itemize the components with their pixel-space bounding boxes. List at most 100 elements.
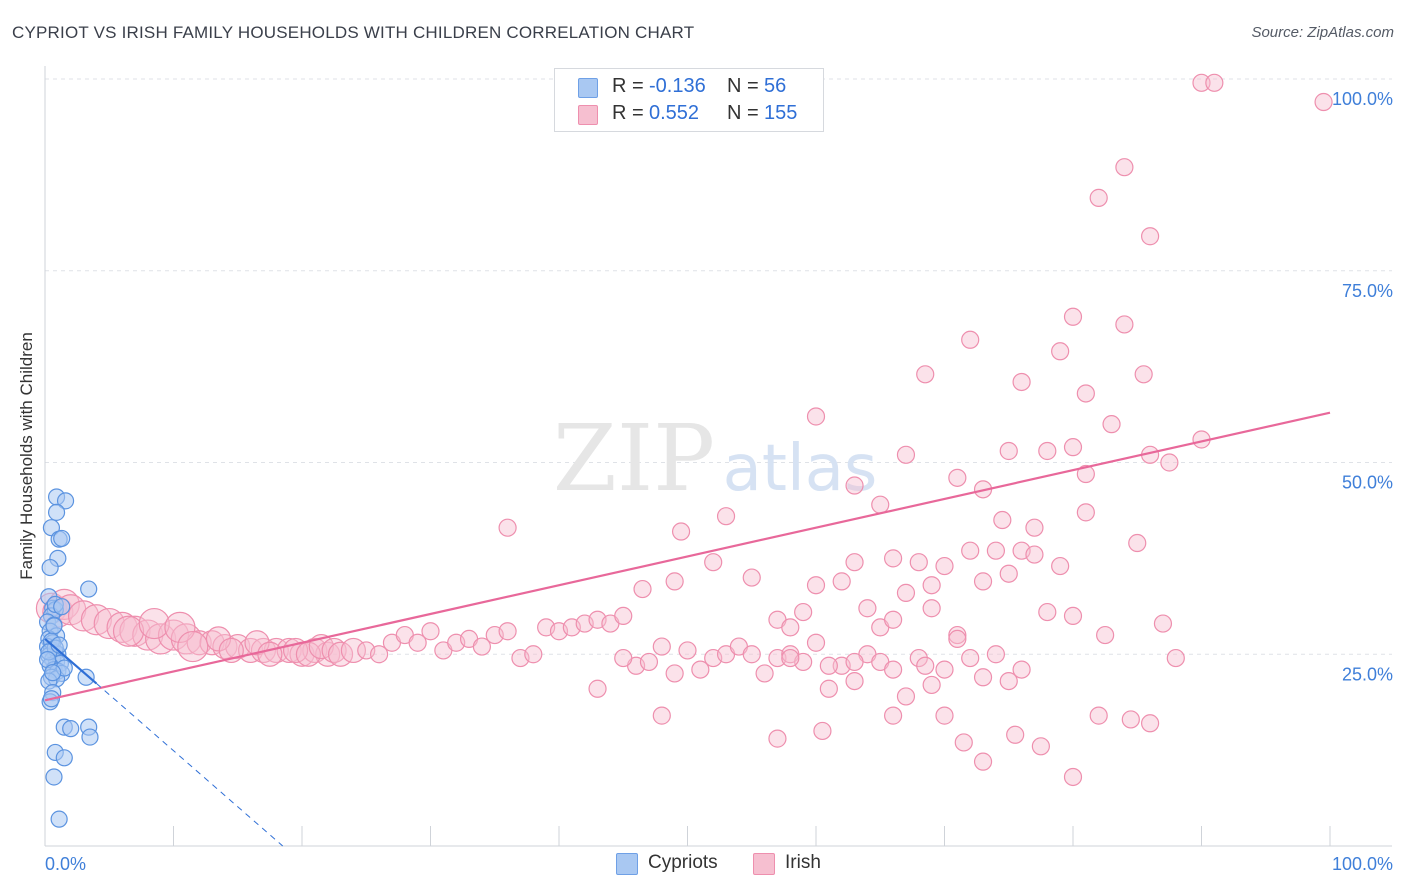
irish-point [883,660,903,679]
cypriot-point [53,598,71,616]
irish-point [671,522,691,541]
irish-point [948,468,967,487]
irish-point [1025,545,1044,564]
legend-row-cypriots: R = -0.136 N = 56 [555,73,823,100]
cypriot-point [81,728,99,746]
cypriot-point [55,749,73,767]
irish-point [614,648,633,668]
y-tick-label: 100.0% [1332,89,1393,109]
y-tick-label: 75.0% [1342,281,1393,301]
irish-point [691,660,710,679]
irish-point [819,656,838,675]
irish-point [973,752,993,771]
trendlines [44,411,1331,847]
correlation-legend: R = -0.136 N = 56 R = 0.552 N = 155 [554,68,824,132]
irish-point [678,641,697,660]
legend-row-irish: R = 0.552 N = 155 [555,100,823,127]
cypriot-point [62,720,80,738]
irish-trendline [44,411,1331,702]
legend-n-label: N = [727,75,759,97]
irish-point [1063,307,1083,326]
irish-point [961,330,980,349]
irish-point [498,622,517,641]
irish-point [1153,614,1173,633]
irish-point [916,656,935,675]
axes [44,66,1392,847]
irish-point [832,572,851,591]
irish-point [257,641,283,667]
irish-point [1134,365,1153,384]
irish-point [806,407,826,426]
irish-point [1063,438,1083,457]
irish-point [1051,556,1070,576]
legend-swatch-cypriots [616,853,638,875]
irish-point [1012,372,1031,392]
legend-swatch-irish [753,853,775,875]
irish-point [999,441,1018,461]
irish-point [871,495,890,514]
irish-point [935,660,954,679]
irish-point [138,607,170,640]
irish-point [1006,725,1025,744]
irish-point [1063,767,1083,787]
irish-point [1076,503,1095,522]
watermark: ZIP atlas [553,405,877,512]
irish-point [1096,625,1115,645]
irish-point [948,625,967,645]
irish-point [67,600,100,632]
irish-point [1038,602,1057,622]
source-label: Source: ZipAtlas.com [1251,24,1394,41]
irish-point [922,576,941,595]
irish-point [768,729,787,748]
irish-point [145,623,177,655]
irish-point [1121,710,1140,729]
irish-point [421,622,440,641]
irish-point [813,721,832,741]
irish-point [1192,73,1211,92]
cypriot-point [41,558,59,577]
y-axis-label: Family Households with Children [17,332,36,580]
irish-point [1089,188,1108,207]
irish-point [1102,415,1121,434]
irish-point [498,518,517,537]
irish-point [883,549,903,568]
cypriot-point [44,664,62,682]
irish-point [916,365,935,384]
watermark-zip: ZIP [553,405,715,512]
irish-point [408,633,427,652]
irish-point [999,564,1018,583]
irish-point [80,604,113,636]
cypriot-point [80,580,98,598]
x-tick-label: 100.0% [1332,854,1393,874]
irish-point [845,652,864,672]
legend-n-value: 56 [764,75,787,97]
y-tick-label: 50.0% [1342,473,1393,493]
irish-point [883,610,903,629]
legend-label-irish: Irish [785,852,821,873]
irish-point [633,579,652,599]
irish-point [1051,342,1070,361]
cypriot-point [45,768,63,786]
irish-point [909,553,928,572]
irish-point [896,583,916,602]
irish-point [999,671,1018,691]
irish-point [961,541,980,560]
cypriot-trendline [44,638,98,685]
irish-point [524,645,543,664]
irish-point [806,633,826,652]
legend-swatch-irish [578,105,598,125]
irish-point [370,645,389,664]
chart-title: CYPRIOT VS IRISH FAMILY HOUSEHOLDS WITH … [12,23,695,42]
irish-point [973,572,993,591]
legend-r-value: -0.136 [649,75,706,97]
irish-point [164,611,196,644]
irish-point [1063,606,1083,626]
irish-point [1128,533,1147,553]
irish-point [472,637,491,656]
irish-point [935,556,954,576]
cypriot-point [50,810,68,828]
irish-point [896,445,916,464]
irish-point [845,671,864,691]
irish-point [806,576,826,595]
irish-point [639,652,659,672]
